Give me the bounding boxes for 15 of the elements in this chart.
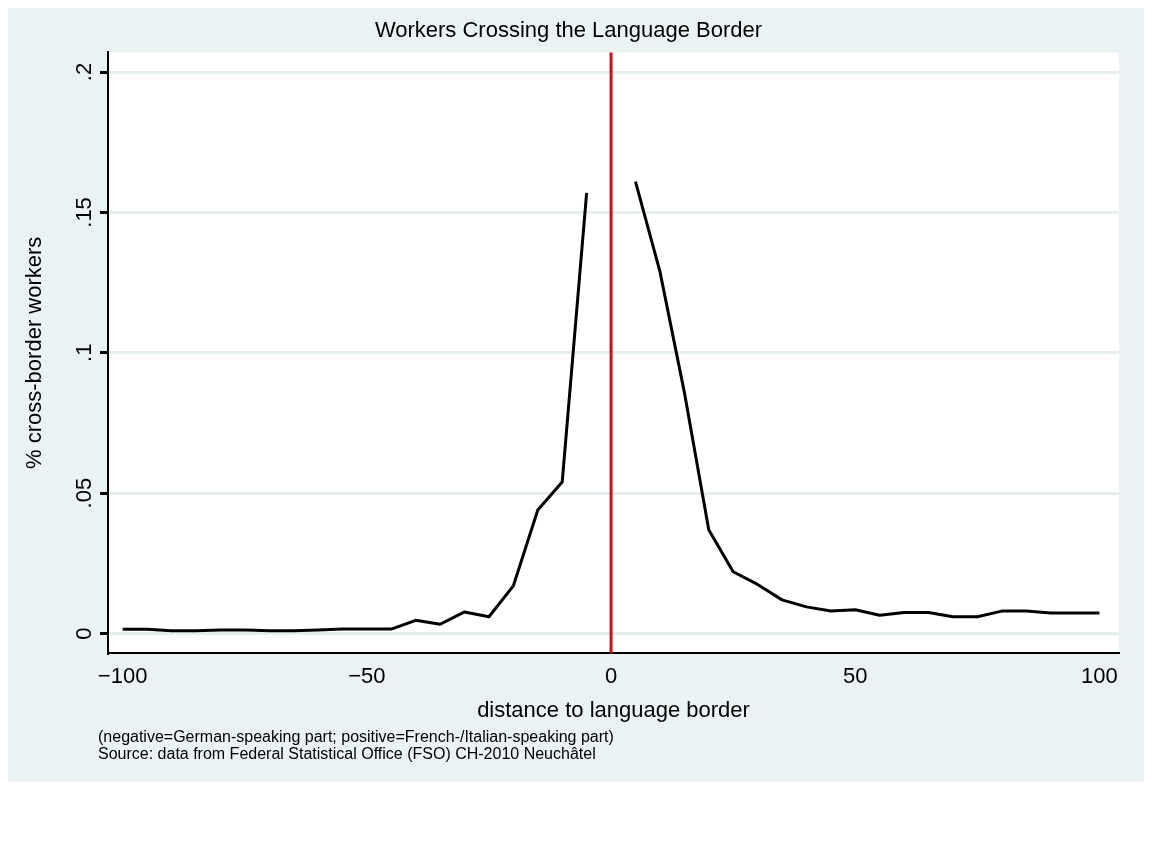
x-tick-label: 0 [604,663,618,689]
x-tick-label: 50 [843,663,868,689]
y-tick-label: .1 [71,343,97,362]
text: (negative=German-speaking part; positive=French-/Italian-speaking part) [98,728,615,745]
x-tick-label: −100 [97,663,148,689]
x-tick-label: 100 [1081,663,1118,689]
chart-title: Workers Crossing the Language Border [374,17,763,43]
x-tick-label: −50 [348,663,386,689]
y-tick-label: .15 [71,197,97,228]
y-tick-label: .05 [71,477,97,509]
x-axis-title: distance to language border [477,696,750,722]
y-axis-title: % cross-border workers [21,236,47,469]
y-tick-label: 0 [71,627,97,640]
y-tick-label: .2 [71,62,97,82]
source-note: Source: data from Federal Statistical Office (FSO) CH-2010 Neuchâtel [98,745,597,762]
